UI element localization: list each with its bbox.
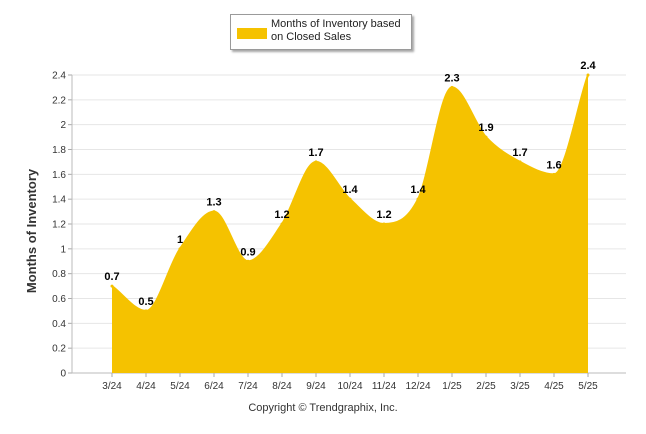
x-tick-label: 7/24	[238, 381, 258, 392]
legend: Months of Inventory based on Closed Sale…	[230, 14, 412, 50]
data-label: 0.9	[240, 246, 255, 258]
data-label: 1.6	[546, 159, 561, 171]
y-tick-label: 1.2	[52, 220, 66, 231]
x-tick-label: 8/24	[272, 381, 292, 392]
y-tick-label: 0.4	[52, 319, 66, 330]
series-area	[112, 75, 588, 373]
y-axis-title: Months of Inventory	[24, 168, 39, 293]
x-tick-label: 4/24	[136, 381, 156, 392]
copyright-footer: Copyright © Trendgraphix, Inc.	[248, 402, 398, 414]
y-tick-label: 0.6	[52, 294, 66, 305]
data-label: 1.4	[342, 184, 358, 196]
data-label: 2.3	[444, 72, 459, 84]
y-tick-label: 1.4	[52, 195, 66, 206]
data-point	[178, 247, 182, 251]
data-label: 1.2	[274, 209, 289, 221]
y-tick-label: 1	[60, 244, 66, 255]
x-tick-label: 4/25	[544, 381, 564, 392]
legend-label: Months of Inventory based on Closed Sale…	[271, 18, 401, 43]
data-point	[484, 135, 488, 139]
data-label: 1.7	[512, 147, 527, 159]
data-point	[314, 160, 318, 164]
data-point	[212, 210, 216, 214]
data-point	[348, 197, 352, 201]
y-tick-label: 0	[60, 369, 66, 380]
x-tick-label: 2/25	[476, 381, 496, 392]
data-label: 1.3	[206, 197, 221, 209]
y-tick-label: 0.8	[52, 269, 66, 280]
data-label: 1.4	[410, 184, 426, 196]
x-tick-label: 3/25	[510, 381, 530, 392]
y-tick-label: 1.6	[52, 170, 66, 181]
series-line	[111, 74, 589, 312]
x-tick-label: 5/24	[170, 381, 190, 392]
data-label: 1.7	[308, 147, 323, 159]
y-tick-label: 2	[60, 120, 66, 131]
data-label: 0.5	[138, 296, 153, 308]
y-tick-label: 0.2	[52, 344, 66, 355]
x-tick-label: 3/24	[102, 381, 122, 392]
legend-swatch	[237, 28, 267, 39]
x-tick-label: 1/25	[442, 381, 462, 392]
y-tick-label: 1.8	[52, 145, 66, 156]
data-label: 1.2	[376, 209, 391, 221]
data-point	[586, 73, 590, 77]
data-point	[552, 172, 556, 176]
x-tick-label: 11/24	[372, 381, 397, 392]
data-point	[144, 309, 148, 313]
data-point	[416, 197, 420, 201]
data-point	[110, 284, 114, 288]
data-point	[382, 222, 386, 226]
data-point	[518, 160, 522, 164]
data-label: 1	[177, 234, 183, 246]
data-label: 2.4	[580, 60, 596, 72]
y-tick-label: 2.4	[52, 71, 66, 82]
y-tick-label: 2.2	[52, 95, 66, 106]
x-tick-label: 5/25	[578, 381, 598, 392]
data-point	[450, 85, 454, 89]
x-tick-label: 10/24	[337, 381, 362, 392]
data-point	[246, 259, 250, 263]
data-label: 0.7	[104, 271, 119, 283]
y-axis-label: Months of Inventory	[24, 168, 39, 293]
data-label: 1.9	[478, 122, 493, 134]
x-tick-label: 9/24	[306, 381, 326, 392]
data-point	[280, 222, 284, 226]
x-tick-label: 12/24	[405, 381, 430, 392]
x-tick-label: 6/24	[204, 381, 224, 392]
